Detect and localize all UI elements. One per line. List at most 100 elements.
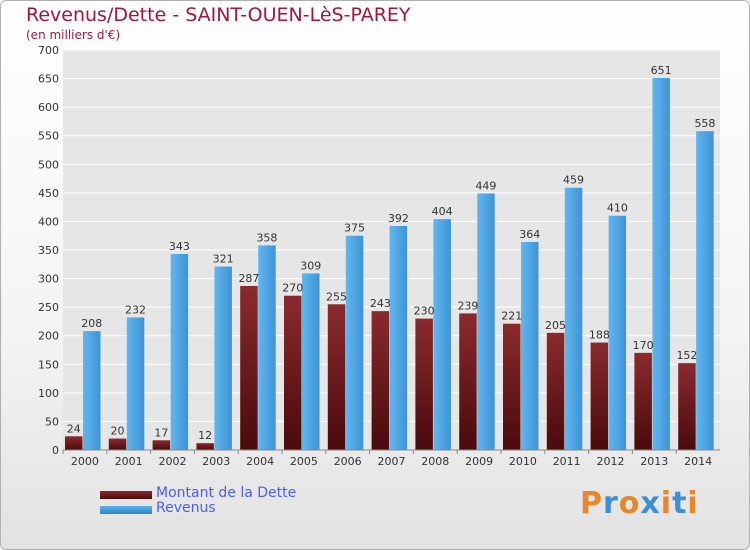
debt-value-label: 239 bbox=[457, 299, 478, 312]
debt-value-label: 12 bbox=[198, 429, 212, 442]
x-tick-label: 2007 bbox=[378, 455, 406, 468]
revenue-value-label: 404 bbox=[432, 205, 453, 218]
revenue-value-label: 358 bbox=[256, 231, 277, 244]
debt-value-label: 17 bbox=[154, 426, 168, 439]
x-tick-label: 2006 bbox=[334, 455, 362, 468]
proxiti-logo: Proxiti bbox=[580, 486, 699, 521]
axis-layer: 0 50 100 150 200 250 300 350 400 450 500 550 600 650 7… bbox=[38, 44, 720, 468]
revenue-value-label: 459 bbox=[563, 174, 584, 187]
debt-bar bbox=[108, 438, 127, 450]
x-tick-label: 2009 bbox=[465, 455, 493, 468]
chart-subtitle: (en milliers d'€) bbox=[26, 28, 121, 42]
revenue-value-label: 343 bbox=[169, 240, 190, 253]
x-tick-label: 2004 bbox=[246, 455, 274, 468]
debt-bar bbox=[459, 313, 477, 450]
y-tick-label: 150 bbox=[38, 358, 59, 371]
x-tick-label: 2011 bbox=[553, 455, 581, 468]
x-tick-label: 2014 bbox=[684, 455, 712, 468]
x-tick-label: 2003 bbox=[202, 455, 230, 468]
debt-value-label: 287 bbox=[238, 272, 259, 285]
revenue-bar bbox=[83, 331, 101, 450]
revenue-bar bbox=[564, 187, 583, 450]
y-tick-label: 50 bbox=[45, 415, 59, 428]
debt-value-label: 230 bbox=[414, 305, 435, 318]
debt-bar bbox=[503, 323, 521, 450]
y-tick-label: 700 bbox=[38, 44, 59, 57]
x-tick-label: 2012 bbox=[597, 455, 625, 468]
x-tick-label: 2001 bbox=[115, 455, 143, 468]
revenue-value-label: 410 bbox=[607, 202, 628, 215]
x-tick-label: 2008 bbox=[421, 455, 449, 468]
revenue-value-label: 558 bbox=[694, 117, 715, 130]
revenue-bar bbox=[696, 131, 714, 450]
y-tick-label: 250 bbox=[38, 301, 59, 314]
revenue-bar bbox=[214, 266, 232, 450]
x-tick-label: 2013 bbox=[640, 455, 668, 468]
y-tick-label: 400 bbox=[38, 215, 59, 228]
chart-title: Revenus/Dette - SAINT-OUEN-LèS-PAREY bbox=[26, 4, 411, 26]
debt-value-label: 24 bbox=[67, 422, 81, 435]
revenue-value-label: 309 bbox=[300, 259, 321, 272]
y-tick-label: 650 bbox=[38, 73, 59, 86]
debt-bar bbox=[65, 436, 83, 450]
revenue-value-label: 232 bbox=[125, 303, 146, 316]
debt-value-label: 243 bbox=[370, 297, 391, 310]
debt-bar bbox=[196, 443, 214, 450]
revenue-bar bbox=[389, 226, 408, 450]
revenue-bar bbox=[608, 215, 627, 450]
revenue-bar bbox=[652, 78, 670, 450]
debt-bar bbox=[678, 363, 696, 450]
revenue-bar bbox=[170, 254, 189, 450]
legend-swatch-revenue bbox=[100, 506, 152, 514]
debt-bar bbox=[152, 440, 171, 450]
revenue-bar bbox=[258, 245, 276, 450]
y-tick-label: 350 bbox=[38, 244, 59, 257]
debt-value-label: 255 bbox=[326, 290, 347, 303]
y-tick-label: 500 bbox=[38, 158, 59, 171]
legend-label-debt: Montant de la Dette bbox=[156, 485, 297, 501]
y-tick-label: 550 bbox=[38, 130, 59, 143]
legend-swatch-debt bbox=[100, 491, 152, 499]
debt-bar bbox=[590, 342, 609, 450]
x-tick-label: 2005 bbox=[290, 455, 318, 468]
label-layer: 24 208 20 232 17 343 12 321 287 358 270 309 255 375 24… bbox=[67, 64, 716, 442]
revenue-bar bbox=[302, 273, 320, 450]
revenue-value-label: 392 bbox=[388, 212, 409, 225]
y-tick-label: 300 bbox=[38, 273, 59, 286]
revenue-bar bbox=[126, 317, 145, 450]
bar-layer bbox=[65, 78, 714, 450]
legend-label-revenue: Revenus bbox=[156, 500, 216, 516]
debt-value-label: 152 bbox=[676, 349, 697, 362]
debt-value-label: 270 bbox=[282, 282, 303, 295]
debt-value-label: 170 bbox=[633, 339, 654, 352]
revenue-value-label: 321 bbox=[213, 253, 234, 266]
x-tick-label: 2002 bbox=[159, 455, 187, 468]
revenue-value-label: 208 bbox=[81, 317, 102, 330]
revenue-bar bbox=[345, 235, 364, 450]
debt-bar bbox=[546, 332, 565, 450]
debt-value-label: 20 bbox=[111, 425, 125, 438]
debt-bar bbox=[327, 304, 346, 450]
debt-bar bbox=[415, 318, 433, 450]
revenue-bar bbox=[521, 242, 539, 450]
debt-bar bbox=[371, 311, 390, 450]
debt-bar bbox=[240, 286, 258, 450]
y-tick-label: 450 bbox=[38, 187, 59, 200]
y-tick-label: 200 bbox=[38, 330, 59, 343]
revenue-value-label: 375 bbox=[344, 222, 365, 235]
revenue-value-label: 364 bbox=[519, 228, 540, 241]
debt-value-label: 188 bbox=[589, 329, 610, 342]
revenue-value-label: 651 bbox=[651, 64, 672, 77]
revenue-bar bbox=[433, 219, 451, 450]
revenue-value-label: 449 bbox=[475, 179, 496, 192]
y-tick-label: 100 bbox=[38, 387, 59, 400]
y-tick-label: 0 bbox=[52, 444, 59, 457]
debt-value-label: 221 bbox=[501, 310, 522, 323]
y-tick-label: 600 bbox=[38, 101, 59, 114]
debt-value-label: 205 bbox=[545, 319, 566, 332]
debt-bar bbox=[284, 295, 302, 450]
revenue-bar bbox=[477, 193, 495, 450]
debt-bar bbox=[634, 352, 652, 450]
x-tick-label: 2000 bbox=[71, 455, 99, 468]
